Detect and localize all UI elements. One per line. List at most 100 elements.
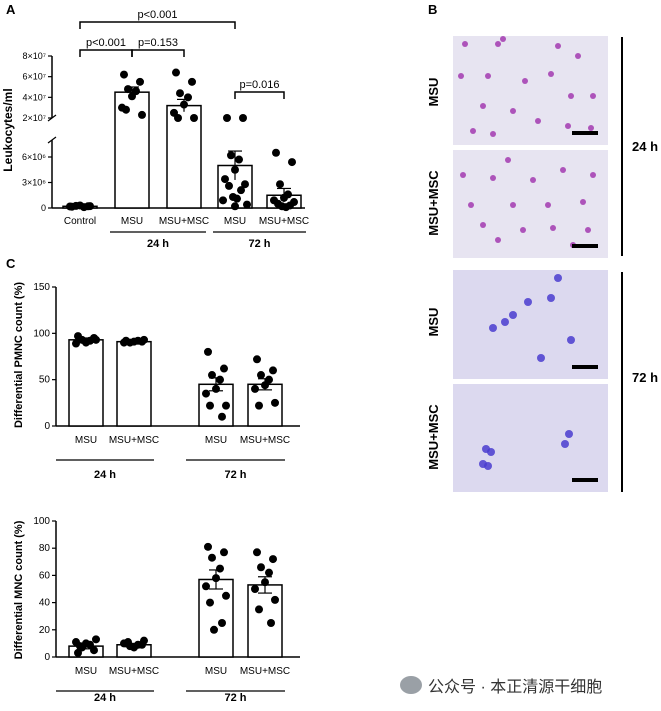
stained-cell: [487, 448, 495, 456]
data-point: [267, 619, 275, 627]
data-point-a: [235, 155, 243, 164]
data-point-a: [282, 203, 290, 212]
micrograph-24h-msu: [453, 36, 608, 145]
stained-cell: [560, 167, 566, 173]
data-point-a: [188, 77, 196, 86]
data-point: [255, 605, 263, 614]
significance-bracket: [79, 21, 236, 29]
data-point: [216, 564, 224, 573]
stained-cell: [489, 324, 497, 332]
data-point-a: [231, 202, 239, 211]
stained-cell: [460, 172, 466, 178]
data-point: [92, 635, 100, 644]
stained-cell: [561, 440, 569, 448]
stained-cell: [554, 274, 562, 282]
stained-cell: [547, 294, 555, 302]
axis-break-mark: [47, 114, 57, 144]
data-point: [269, 366, 277, 375]
data-point-a: [128, 92, 136, 101]
stained-cell: [530, 177, 536, 183]
data-point: [222, 401, 230, 410]
stained-cell: [537, 354, 545, 362]
data-point-a: [122, 105, 130, 114]
data-point: [222, 591, 230, 600]
data-point: [265, 375, 273, 384]
stained-cell: [500, 36, 506, 42]
data-point-a: [243, 200, 251, 209]
tick-label-a-y: 8×10⁷: [22, 51, 46, 61]
tick-label-y: 20: [39, 625, 51, 636]
wechat-icon: [400, 676, 422, 694]
data-point: [140, 636, 148, 645]
data-point: [130, 337, 138, 346]
data-point: [212, 574, 220, 583]
data-point: [72, 339, 80, 348]
panel-label-c: C: [6, 256, 16, 271]
data-point: [251, 585, 259, 593]
data-point: [220, 548, 228, 557]
data-point-a: [86, 202, 94, 211]
stained-cell: [509, 311, 517, 319]
data-point: [271, 595, 279, 604]
stained-cell: [545, 202, 551, 208]
data-point-a: [237, 186, 245, 195]
data-point-a: [272, 148, 280, 157]
data-point: [220, 364, 228, 373]
data-point: [124, 638, 132, 647]
watermark: 公众号 · 本正清源干细胞: [400, 673, 602, 697]
tick-label-a-y: 6×10⁷: [22, 72, 46, 82]
stained-cell: [485, 73, 491, 79]
data-point-a: [276, 180, 284, 189]
category-label-a: MSU+MSC: [259, 216, 309, 227]
category-label-a: MSU+MSC: [159, 216, 209, 227]
category-label-a: MSU: [121, 216, 143, 227]
data-point: [261, 578, 269, 587]
data-point: [206, 401, 214, 410]
cells-24h-msu-msc: [460, 157, 598, 248]
tick-label-y: 80: [39, 543, 51, 554]
chart-c-top-ylabel: Differential PMNC count (%): [13, 282, 25, 428]
tick-label-y: 100: [33, 328, 50, 339]
p-value-label: p=0.016: [239, 79, 279, 91]
data-point-a: [190, 114, 198, 122]
data-point-a: [180, 100, 188, 109]
chart-c-bottom: Differential MNC count (%) 0 20 40 60 80 100 M…: [13, 516, 300, 704]
data-point: [208, 371, 216, 380]
data-point: [218, 619, 226, 627]
stained-cell: [565, 123, 571, 129]
data-point-a: [219, 196, 227, 205]
stained-cell: [480, 103, 486, 109]
tick-label-a-y: 2×10⁷: [22, 113, 46, 123]
chart-a: A Leukocytes/ml 0 3×10⁶ 6×10⁶ 2×10⁷ 4×10⁷ 6×1…: [1, 2, 309, 250]
tick-label-y: 60: [39, 570, 51, 581]
data-point: [265, 568, 273, 577]
data-point-a: [138, 110, 146, 119]
cells-72h-msu: [489, 274, 598, 369]
data-point: [76, 642, 84, 651]
micrograph-24h-msu-msc: [453, 150, 608, 258]
stained-cell: [495, 41, 501, 47]
scale-bar: [572, 131, 598, 135]
category-label: MSU: [75, 666, 97, 677]
data-point: [210, 625, 218, 634]
data-point-a: [233, 194, 241, 203]
tick-label-a-y: 3×10⁶: [22, 178, 46, 188]
stained-cell: [550, 225, 556, 231]
cells-72h-msu-msc: [479, 430, 598, 482]
micrograph-row-label-1: MSU: [426, 78, 441, 107]
stained-cell: [588, 125, 594, 131]
data-point-a: [288, 158, 296, 167]
data-point: [269, 555, 277, 564]
data-point-a: [241, 180, 249, 189]
data-point-a: [239, 114, 247, 122]
chart-c-bottom-ylabel: Differential MNC count (%): [13, 520, 25, 659]
timepoint-label-24h: 24 h: [632, 139, 658, 154]
chart-c-top: C Differential PMNC count (%) 0 50 100 150 M…: [6, 256, 300, 481]
tick-label-y: 0: [44, 652, 50, 663]
micrograph-72h-msu: [453, 270, 608, 379]
tick-label-a-y: 4×10⁷: [22, 92, 46, 102]
stained-cell: [580, 199, 586, 205]
data-point-a: [223, 114, 231, 122]
stained-cell: [590, 93, 596, 99]
data-point: [120, 338, 128, 347]
